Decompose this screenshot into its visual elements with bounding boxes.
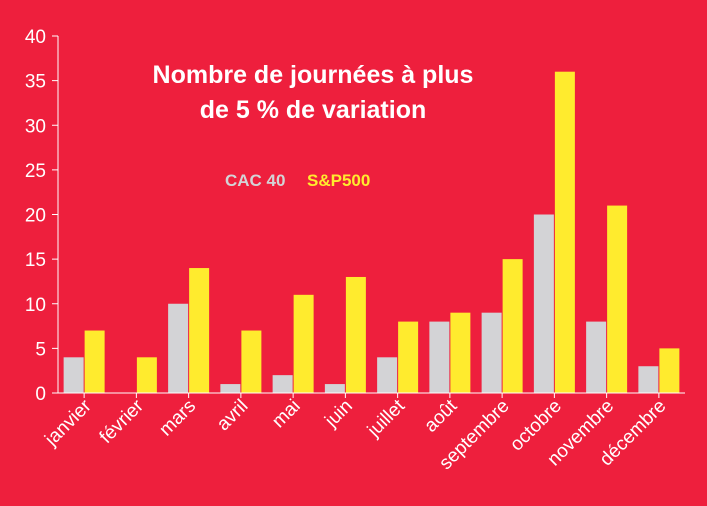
y-tick-label: 0 bbox=[35, 384, 46, 405]
bar-sp500-7 bbox=[450, 312, 471, 393]
bar-sp500-10 bbox=[607, 205, 628, 393]
bar-cac40-4 bbox=[272, 375, 293, 393]
bar-cac40-11 bbox=[638, 366, 659, 393]
bar-cac40-8 bbox=[481, 312, 502, 393]
bar-sp500-9 bbox=[554, 71, 575, 393]
bar-sp500-4 bbox=[293, 294, 314, 393]
bar-cac40-6 bbox=[377, 357, 398, 393]
y-tick-label: 30 bbox=[25, 116, 46, 137]
y-axis: 0 5 10 15 20 25 30 35 40 bbox=[25, 27, 59, 405]
bar-sp500-5 bbox=[345, 276, 366, 393]
y-tick-label: 35 bbox=[25, 72, 46, 93]
bar-sp500-8 bbox=[502, 259, 523, 393]
chart-title-line2: de 5 % de variation bbox=[200, 96, 426, 124]
bar-cac40-0 bbox=[63, 357, 84, 393]
bar-sp500-0 bbox=[84, 330, 105, 393]
y-tick-label: 40 bbox=[25, 27, 46, 48]
bar-cac40-7 bbox=[429, 321, 450, 393]
bar-sp500-11 bbox=[659, 348, 680, 393]
y-tick-label: 15 bbox=[25, 250, 46, 271]
y-tick-label: 25 bbox=[25, 161, 46, 182]
bar-cac40-5 bbox=[324, 384, 345, 393]
bar-cac40-2 bbox=[168, 303, 189, 393]
legend-sp500: S&P500 bbox=[307, 171, 370, 190]
bar-sp500-1 bbox=[136, 357, 157, 393]
y-tick-label: 5 bbox=[35, 339, 46, 360]
legend-cac40: CAC 40 bbox=[225, 171, 285, 190]
y-tick-label: 20 bbox=[25, 206, 46, 227]
bar-sp500-6 bbox=[398, 321, 419, 393]
bars-group bbox=[63, 71, 680, 393]
y-tick-label: 10 bbox=[25, 295, 46, 316]
bar-cac40-9 bbox=[533, 214, 554, 393]
chart-title-line1: Nombre de journées à plus bbox=[153, 61, 474, 89]
bar-sp500-3 bbox=[241, 330, 262, 393]
bar-cac40-10 bbox=[586, 321, 607, 393]
bar-cac40-3 bbox=[220, 384, 241, 393]
bar-sp500-2 bbox=[189, 268, 210, 393]
